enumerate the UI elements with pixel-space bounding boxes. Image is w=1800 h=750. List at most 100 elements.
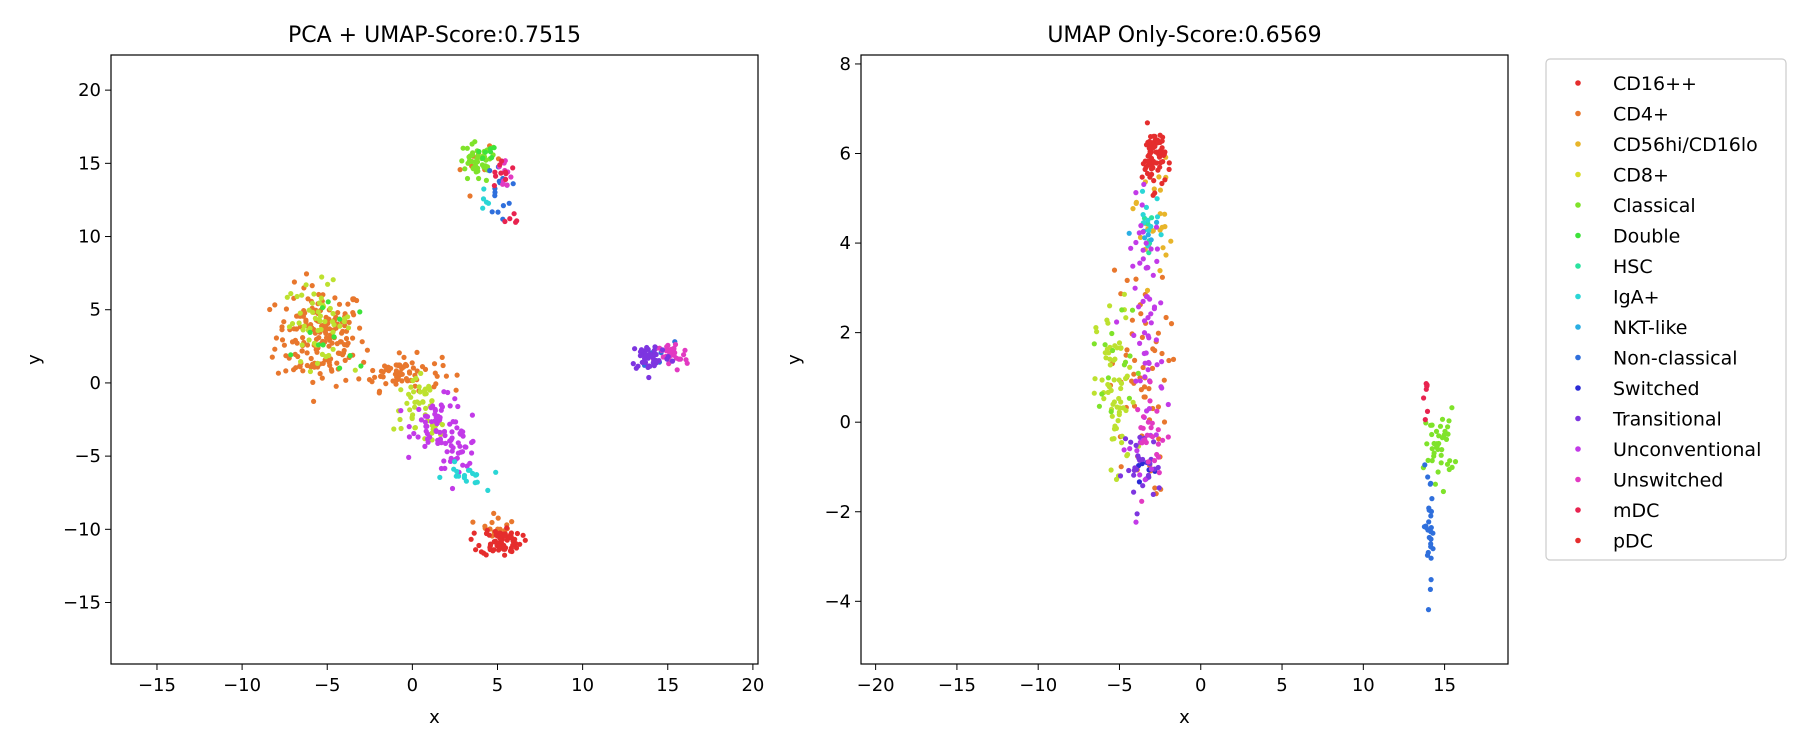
scatter-point bbox=[1139, 174, 1145, 180]
x-tick-label: −10 bbox=[1019, 675, 1057, 696]
scatter-point bbox=[471, 530, 477, 536]
scatter-point bbox=[643, 351, 649, 357]
scatter-point bbox=[489, 155, 495, 161]
scatter-point bbox=[1115, 418, 1121, 424]
scatter-point bbox=[659, 347, 666, 353]
scatter-point bbox=[1146, 145, 1152, 151]
scatter-point bbox=[664, 356, 670, 362]
scatter-point bbox=[303, 282, 309, 288]
scatter-point bbox=[1101, 396, 1107, 402]
scatter-point bbox=[343, 377, 349, 383]
scatter-point bbox=[509, 519, 515, 525]
scatter-point bbox=[480, 155, 486, 161]
x-tick-label: 10 bbox=[571, 675, 594, 696]
scatter-point bbox=[426, 385, 432, 392]
scatter-point bbox=[378, 373, 384, 379]
scatter-point bbox=[1109, 413, 1115, 419]
scatter-point bbox=[1161, 152, 1167, 158]
scatter-point bbox=[669, 358, 676, 364]
scatter-point bbox=[1127, 446, 1133, 452]
scatter-point bbox=[1142, 477, 1148, 483]
scatter-point bbox=[1155, 427, 1161, 433]
series-cd4- bbox=[267, 143, 515, 539]
scatter-point bbox=[294, 293, 300, 300]
scatter-point bbox=[457, 167, 463, 173]
scatter-point bbox=[306, 337, 312, 343]
scatter-point bbox=[1118, 464, 1124, 470]
x-tick-label: −20 bbox=[857, 675, 895, 696]
scatter-point bbox=[1133, 239, 1139, 246]
legend-label: Unswitched bbox=[1613, 470, 1723, 492]
scatter-point bbox=[272, 346, 278, 352]
scatter-point bbox=[1147, 379, 1153, 385]
scatter-point bbox=[345, 325, 352, 331]
right-x-axis-label: x bbox=[1179, 707, 1190, 728]
scatter-point bbox=[347, 353, 353, 359]
scatter-point bbox=[372, 374, 378, 380]
scatter-point bbox=[1147, 398, 1153, 404]
scatter-point bbox=[341, 347, 347, 354]
scatter-point bbox=[449, 448, 455, 454]
left-x-ticks: −15 −10 −5 0 5 10 15 20 bbox=[138, 664, 764, 696]
series-unconventional bbox=[1114, 181, 1171, 525]
scatter-point bbox=[1144, 287, 1151, 293]
scatter-point bbox=[681, 352, 687, 358]
legend: CD16++ CD4+ CD56hi/CD16lo CD8+ Classical Doub… bbox=[1545, 58, 1787, 561]
scatter-point bbox=[500, 203, 506, 209]
scatter-point bbox=[495, 515, 501, 521]
scatter-point bbox=[291, 279, 297, 285]
scatter-point bbox=[288, 352, 294, 358]
scatter-point bbox=[1151, 178, 1157, 184]
scatter-point bbox=[1162, 211, 1168, 217]
scatter-point bbox=[1150, 158, 1157, 164]
y-tick-label: −15 bbox=[63, 593, 101, 614]
scatter-point bbox=[416, 400, 422, 406]
scatter-point bbox=[632, 346, 638, 352]
scatter-point bbox=[514, 530, 521, 537]
scatter-point bbox=[1429, 496, 1435, 502]
scatter-point bbox=[1149, 171, 1155, 177]
scatter-point bbox=[508, 530, 514, 536]
scatter-point bbox=[1132, 285, 1138, 291]
legend-label: Classical bbox=[1613, 195, 1696, 217]
series-non-classical bbox=[1421, 462, 1436, 613]
scatter-point bbox=[1439, 416, 1446, 422]
scatter-point bbox=[1425, 607, 1432, 613]
scatter-point bbox=[646, 374, 652, 381]
scatter-point bbox=[273, 335, 279, 341]
scatter-point bbox=[1131, 489, 1137, 495]
scatter-point bbox=[1432, 481, 1438, 487]
scatter-point bbox=[1428, 422, 1434, 428]
scatter-point bbox=[429, 398, 435, 404]
scatter-point bbox=[482, 149, 488, 155]
scatter-point bbox=[502, 169, 509, 175]
legend-label: Unconventional bbox=[1613, 439, 1761, 461]
scatter-point bbox=[455, 450, 461, 456]
scatter-point bbox=[1429, 431, 1435, 438]
legend-marker bbox=[1575, 354, 1581, 361]
scatter-point bbox=[1140, 364, 1146, 371]
scatter-point bbox=[1096, 403, 1102, 409]
scatter-point bbox=[1123, 407, 1129, 414]
scatter-point bbox=[406, 454, 412, 460]
scatter-point bbox=[1452, 459, 1459, 465]
scatter-point bbox=[1121, 291, 1127, 297]
scatter-point bbox=[1147, 151, 1153, 157]
scatter-point bbox=[417, 389, 423, 395]
scatter-point bbox=[412, 399, 418, 405]
right-x-ticks: −20 −15 −10 −5 0 5 10 15 bbox=[857, 664, 1456, 696]
scatter-point bbox=[286, 324, 293, 330]
scatter-point bbox=[1139, 498, 1145, 504]
scatter-point bbox=[1431, 450, 1437, 456]
scatter-point bbox=[491, 510, 497, 516]
scatter-point bbox=[410, 365, 416, 371]
scatter-point bbox=[1149, 215, 1155, 221]
scatter-point bbox=[1143, 240, 1149, 246]
scatter-point bbox=[269, 354, 275, 360]
scatter-point bbox=[1429, 458, 1435, 464]
scatter-point bbox=[474, 159, 481, 165]
scatter-point bbox=[1135, 407, 1141, 413]
scatter-point bbox=[1136, 479, 1142, 485]
scatter-point bbox=[1158, 384, 1164, 390]
scatter-point bbox=[1148, 320, 1154, 326]
